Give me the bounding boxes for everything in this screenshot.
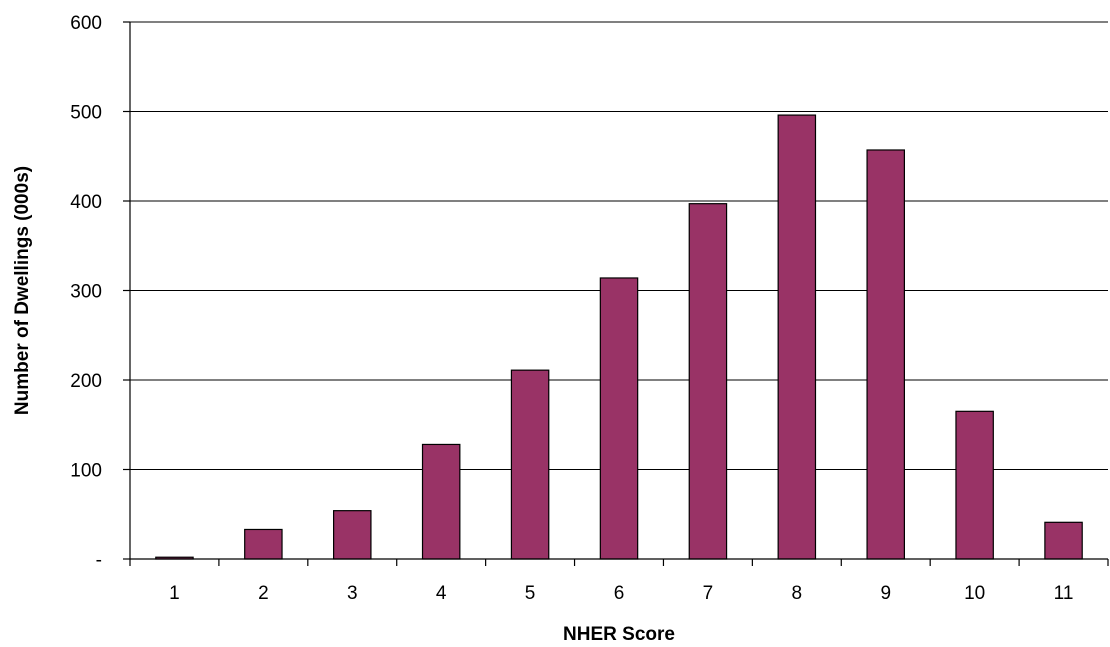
x-tick-label: 1 <box>169 583 180 604</box>
y-tick-label: 100 <box>70 461 102 482</box>
bar <box>510 369 550 560</box>
bar <box>244 528 283 560</box>
x-tick-label: 4 <box>436 583 447 604</box>
x-tick-label: 10 <box>964 583 985 604</box>
y-tick-label: 400 <box>70 192 102 213</box>
x-tick-label: 2 <box>258 583 269 604</box>
y-tick-label: 200 <box>70 371 102 392</box>
x-tick-label: 7 <box>703 583 714 604</box>
x-tick-label: 11 <box>1054 583 1074 604</box>
bar <box>1044 521 1083 560</box>
bar <box>866 149 905 560</box>
x-axis-title: NHER Score <box>563 624 675 645</box>
bars <box>155 114 1083 560</box>
bar <box>688 203 728 560</box>
y-tick-label: 500 <box>70 103 102 124</box>
y-tick-label: - <box>96 550 102 571</box>
bar <box>599 277 639 560</box>
axes <box>123 21 1109 566</box>
y-tick-label: 600 <box>70 13 102 34</box>
x-tick-label: 5 <box>525 583 536 604</box>
x-tick-label: 9 <box>880 583 891 604</box>
bar <box>955 410 994 560</box>
x-tick-label: 8 <box>792 583 803 604</box>
y-axis-title: Number of Dwellings (000s) <box>12 166 33 415</box>
x-tick-labels: 1 2 3 4 5 6 7 8 9 10 11 <box>169 583 1073 604</box>
y-tick-label: 300 <box>70 282 102 303</box>
x-tick-label: 6 <box>614 583 625 604</box>
x-tick-label: 3 <box>347 583 358 604</box>
bar <box>421 443 461 560</box>
bar <box>777 114 817 560</box>
y-tick-labels: - 100 200 300 400 500 600 <box>70 13 102 571</box>
bar <box>333 510 372 560</box>
